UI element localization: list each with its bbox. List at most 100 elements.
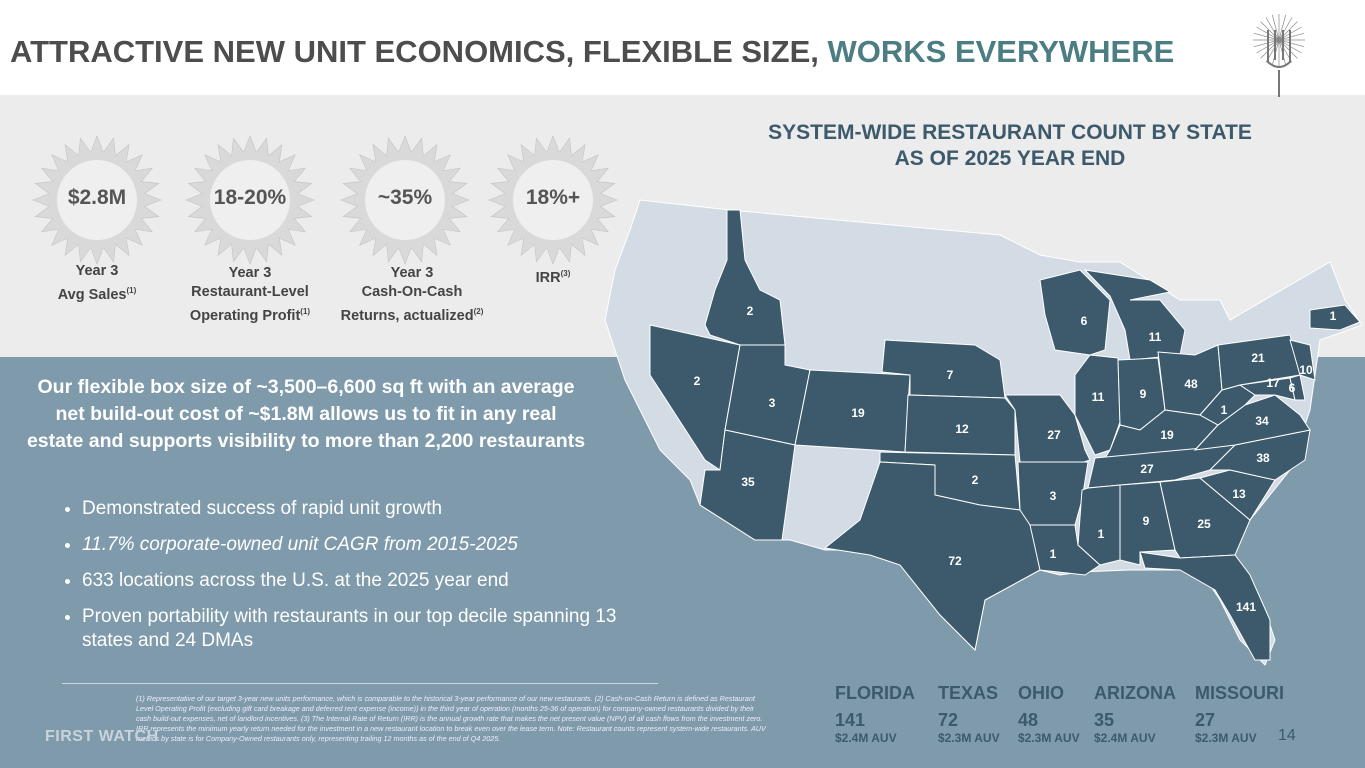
title: ATTRACTIVE NEW UNIT ECONOMICS, FLEXIBLE … [10, 34, 1174, 70]
state-count: 7 [947, 368, 954, 382]
state-count: 2 [972, 473, 979, 487]
state-count: 141 [1236, 600, 1256, 614]
state-count: 21 [1251, 351, 1265, 365]
state-count: 9 [1140, 387, 1147, 401]
page-number: 14 [1278, 727, 1296, 744]
metric-label-line: IRR(3) [535, 269, 571, 286]
state-stat: TEXAS 72 $2.3M AUV [938, 683, 1000, 745]
metric-label-line: Avg Sales(1) [57, 286, 137, 303]
state-stat: ARIZONA 35 $2.4M AUV [1094, 683, 1176, 745]
state-count: 2 [694, 374, 701, 388]
metric-value: 18%+ [525, 186, 581, 209]
state-count: 1 [1221, 403, 1228, 417]
state-auv: $2.3M AUV [1018, 731, 1080, 745]
sunburst-center [210, 160, 290, 240]
state-count: 3 [769, 396, 776, 410]
state-count: 48 [1018, 710, 1039, 730]
metric-label: Year 3 Cash-On-Cash Returns, actualized(2) [322, 264, 502, 326]
bullet: Demonstrated success of rapid unit growt… [82, 497, 622, 521]
state-count: 27 [1140, 462, 1154, 476]
sunburst-center [365, 160, 445, 240]
divider [62, 683, 658, 684]
state [823, 461, 1041, 652]
state-count: 19 [851, 406, 865, 420]
state-auv: $2.4M AUV [835, 731, 897, 745]
footnote: (1) Representative of our target 3-year … [136, 694, 766, 743]
state-count: 10 [1299, 363, 1313, 377]
state-auv: $2.3M AUV [938, 731, 1000, 745]
state-count: 11 [1092, 390, 1105, 404]
bullet: Proven portability with restaurants in o… [82, 605, 622, 653]
body-heading: Our flexible box size of ~3,500–6,600 sq… [26, 376, 586, 452]
footnote-ref: (1) [126, 286, 137, 295]
state-count: 141 [835, 710, 866, 730]
state-count: 2 [747, 304, 754, 318]
logo-burst [1253, 14, 1305, 66]
state [1309, 304, 1361, 331]
state [1289, 374, 1306, 401]
sunburst-center [57, 160, 137, 240]
footnote-ref: (2) [473, 307, 484, 316]
state-count: 1 [1330, 309, 1337, 323]
state-name: MISSOURI [1195, 683, 1285, 703]
state-count: 27 [1047, 428, 1061, 442]
state-count: 38 [1256, 451, 1270, 465]
metric-label: Year 3 Avg Sales(1) [7, 262, 187, 305]
metric-value: 18-20% [213, 186, 287, 209]
state-count: 35 [741, 475, 755, 489]
state-count: 72 [948, 554, 962, 568]
state [1139, 551, 1271, 661]
metric-label-line: Year 3 [390, 265, 434, 281]
metric-value: ~35% [377, 186, 433, 209]
state-auv: $2.4M AUV [1094, 731, 1156, 745]
footnote-ref: (1) [300, 307, 311, 316]
state-name: OHIO [1018, 683, 1065, 703]
metric-label-line: Returns, actualized(2) [340, 307, 484, 324]
state [1039, 269, 1111, 356]
state [699, 429, 796, 541]
state-stat: OHIO 48 $2.3M AUV [1018, 683, 1080, 745]
state-name: TEXAS [938, 683, 999, 703]
state-count: 11 [1149, 330, 1162, 344]
title-highlight: WORKS EVERYWHERE [827, 34, 1175, 69]
metric-label: IRR(3) [463, 264, 643, 288]
state-count: 27 [1195, 710, 1216, 730]
state-auv: $2.3M AUV [1195, 731, 1257, 745]
state-name: FLORIDA [835, 683, 915, 703]
title-main: ATTRACTIVE NEW UNIT ECONOMICS, FLEXIBLE … [10, 34, 819, 69]
state [1004, 394, 1091, 466]
metric-label-line: Year 3 [228, 265, 272, 281]
state-count: 1 [1050, 547, 1057, 561]
state [1238, 377, 1296, 401]
state-count: 19 [1160, 428, 1174, 442]
footnote-ref: (3) [560, 269, 571, 278]
bullet: 633 locations across the U.S. at the 202… [82, 569, 622, 593]
bullets: Demonstrated success of rapid unit growt… [50, 497, 622, 665]
state [1083, 269, 1186, 361]
state-name: ARIZONA [1094, 683, 1176, 703]
metric-label: Year 3 Restaurant-Level Operating Profit(1… [160, 264, 340, 326]
map-title-line: SYSTEM-WIDE RESTAURANT COUNT BY STATE [768, 121, 1252, 144]
state-stat: MISSOURI 27 $2.3M AUV [1195, 683, 1284, 745]
metric-value: $2.8M [67, 186, 127, 209]
metric-label-line: Restaurant-Level [191, 284, 309, 300]
state-count: 12 [955, 422, 969, 436]
state-count: 48 [1184, 377, 1198, 391]
state-count: 6 [1081, 314, 1088, 328]
sunburst-center [513, 160, 593, 240]
state-count: 1 [1098, 527, 1105, 541]
map-title: SYSTEM-WIDE RESTAURANT COUNT BY STATE AS … [730, 120, 1290, 172]
state [904, 394, 1016, 456]
state-count: 13 [1232, 487, 1246, 501]
state-count: 25 [1197, 517, 1211, 531]
state-count: 3 [1050, 489, 1057, 503]
state-count: 72 [938, 710, 959, 730]
state-count: 34 [1255, 414, 1269, 428]
metric-label-line: Cash-On-Cash [361, 284, 463, 300]
state [1289, 339, 1316, 381]
state-stat: FLORIDA 141 $2.4M AUV [835, 683, 915, 745]
state [1217, 334, 1301, 391]
bullet: 11.7% corporate-owned unit CAGR from 201… [82, 533, 622, 557]
